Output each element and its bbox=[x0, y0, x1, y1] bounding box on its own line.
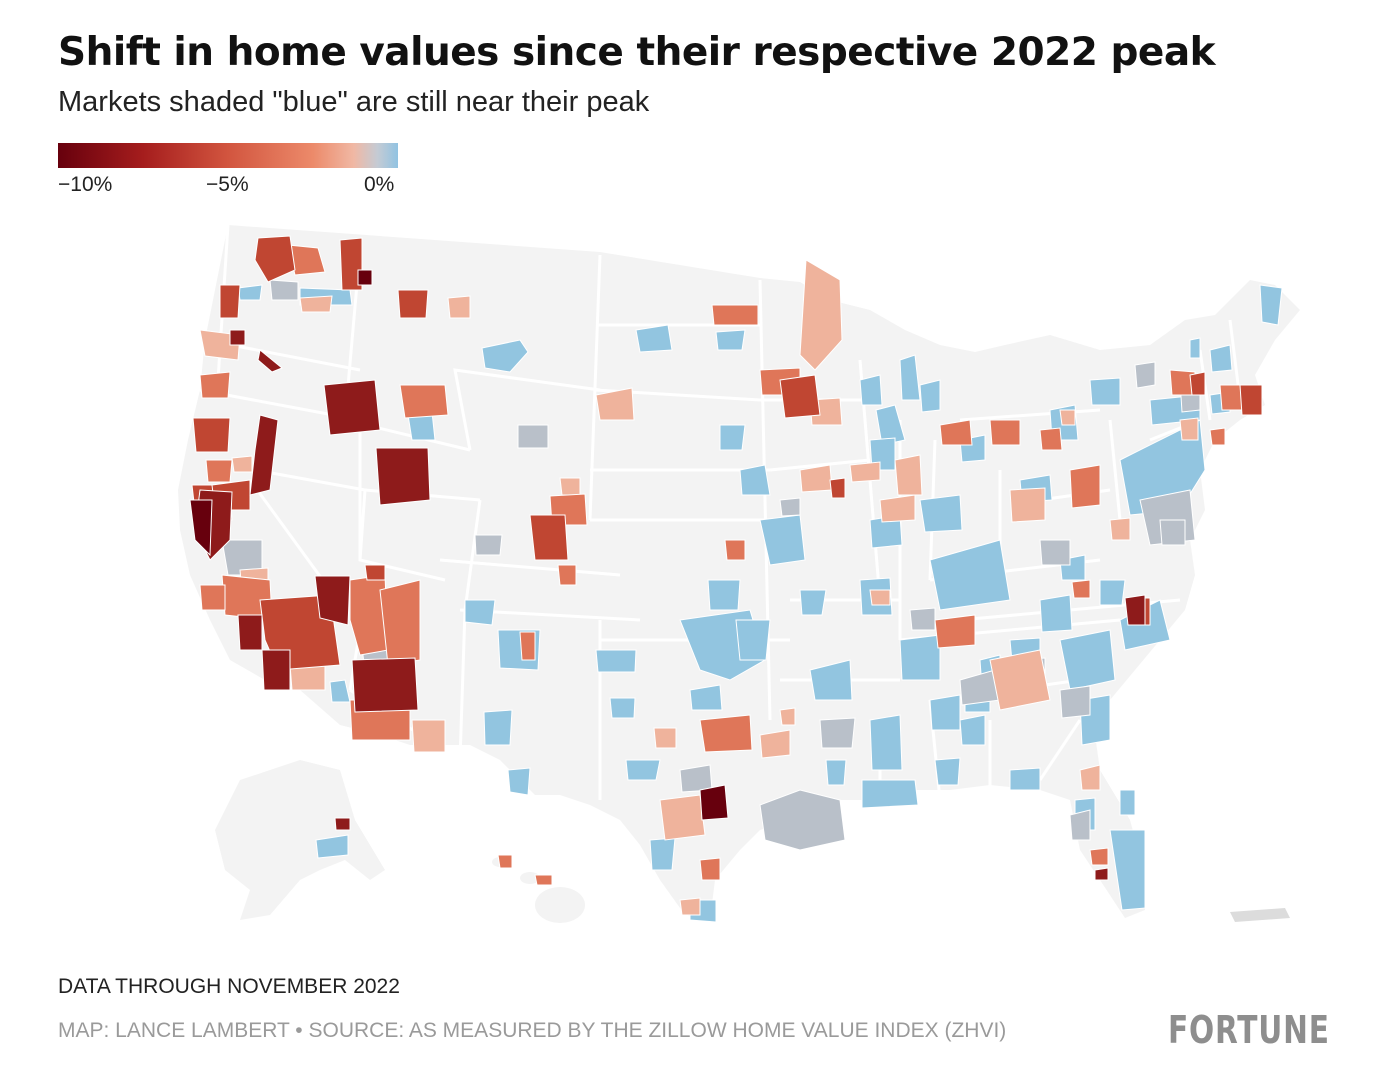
puerto-rico-land bbox=[1230, 908, 1290, 922]
legend-tick-max: 0% bbox=[364, 173, 395, 196]
metros-moderate-decline bbox=[199, 244, 1263, 886]
data-through-note: DATA THROUGH NOVEMBER 2022 bbox=[58, 975, 400, 998]
us-metro-choropleth-map bbox=[178, 224, 1300, 923]
fortune-logo: FORTUNE bbox=[1168, 1008, 1330, 1052]
contiguous-us-land bbox=[178, 225, 1300, 920]
color-legend: −10% −5% 0% bbox=[58, 143, 400, 201]
map-credit: MAP: LANCE LAMBERT • SOURCE: AS MEASURED… bbox=[58, 1019, 1007, 1042]
metros-extreme-decline bbox=[189, 269, 729, 821]
legend-tick-min: −10% bbox=[58, 173, 113, 196]
metros-near-peak bbox=[237, 284, 1283, 923]
legend-tick-mid: −5% bbox=[206, 173, 249, 196]
chart-title: Shift in home values since their respect… bbox=[58, 30, 1216, 75]
chart-subtitle: Markets shaded "blue" are still near the… bbox=[58, 86, 650, 118]
legend-color-bar bbox=[58, 143, 398, 168]
alaska-land bbox=[215, 760, 385, 920]
